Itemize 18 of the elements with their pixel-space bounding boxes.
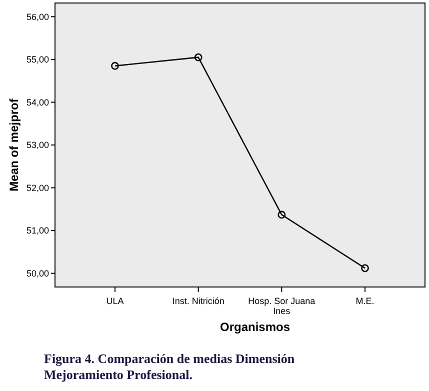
y-tick-label: 53,00 (26, 140, 49, 150)
y-tick-label: 56,00 (26, 12, 49, 22)
point (278, 210, 286, 219)
y-tick-label: 51,00 (26, 226, 49, 236)
y-tick-label: 55,00 (26, 54, 49, 65)
x-tick-label: M.E. (356, 296, 374, 306)
x-axis-title: Organismos (220, 320, 290, 334)
x-tick-label: Hosp. Sor Juana Ines (248, 296, 316, 316)
y-tick-label: 54,00 (26, 97, 49, 108)
text: Figura 4. Comparación de medias Dimensión Mejoramiento Profesional. (44, 351, 296, 382)
point (361, 264, 369, 272)
y-axis-title: Mean of mejprof (7, 98, 21, 192)
x-tick-label: Inst. Nitrición (172, 296, 224, 306)
y-tick-label: 52,00 (26, 182, 49, 193)
point (111, 62, 119, 70)
y-tick-label: 50,00 (26, 268, 49, 278)
x-tick-label: ULA (106, 296, 124, 306)
point (194, 53, 202, 62)
